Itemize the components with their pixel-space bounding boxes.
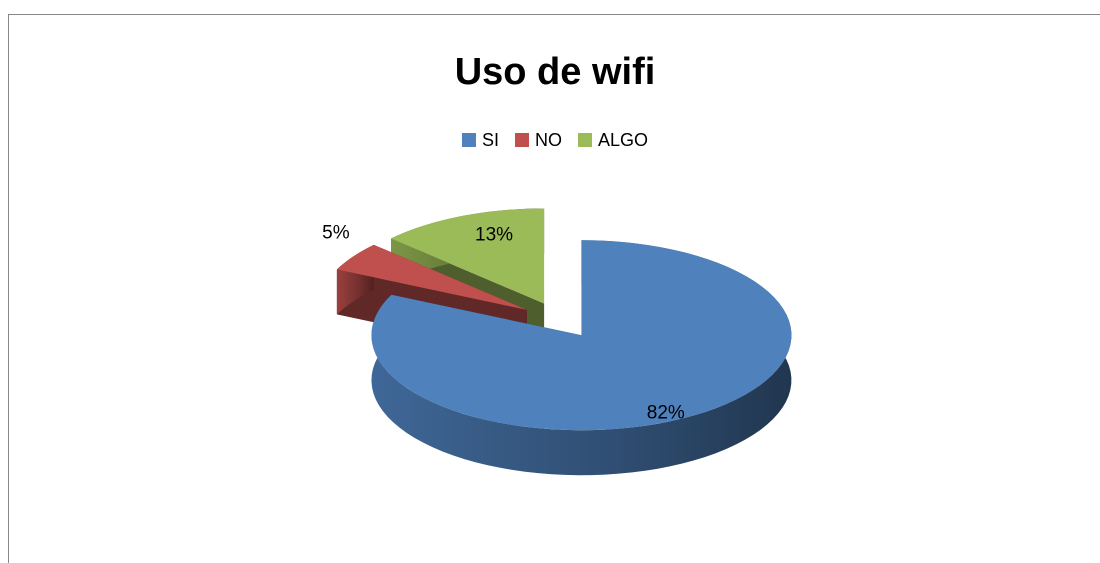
slice-top xyxy=(391,208,545,304)
data-label: 5% xyxy=(322,223,350,244)
slice-top xyxy=(371,240,792,431)
data-label: 82% xyxy=(647,402,685,423)
legend-label: ALGO xyxy=(598,130,648,150)
slice-top xyxy=(336,244,527,310)
chart-title: Uso de wifi xyxy=(455,51,656,93)
data-label: 13% xyxy=(475,224,513,245)
legend-swatch xyxy=(461,133,476,147)
legend-swatch xyxy=(514,133,529,147)
pie-slice xyxy=(371,240,792,476)
legend-label: NO xyxy=(535,130,562,150)
legend-label: SI xyxy=(482,130,499,150)
chart-border xyxy=(8,14,1100,563)
legend-swatch xyxy=(577,133,592,147)
pie: 82% 5% 13% xyxy=(322,208,792,476)
legend: SI NO ALGO xyxy=(461,130,648,150)
